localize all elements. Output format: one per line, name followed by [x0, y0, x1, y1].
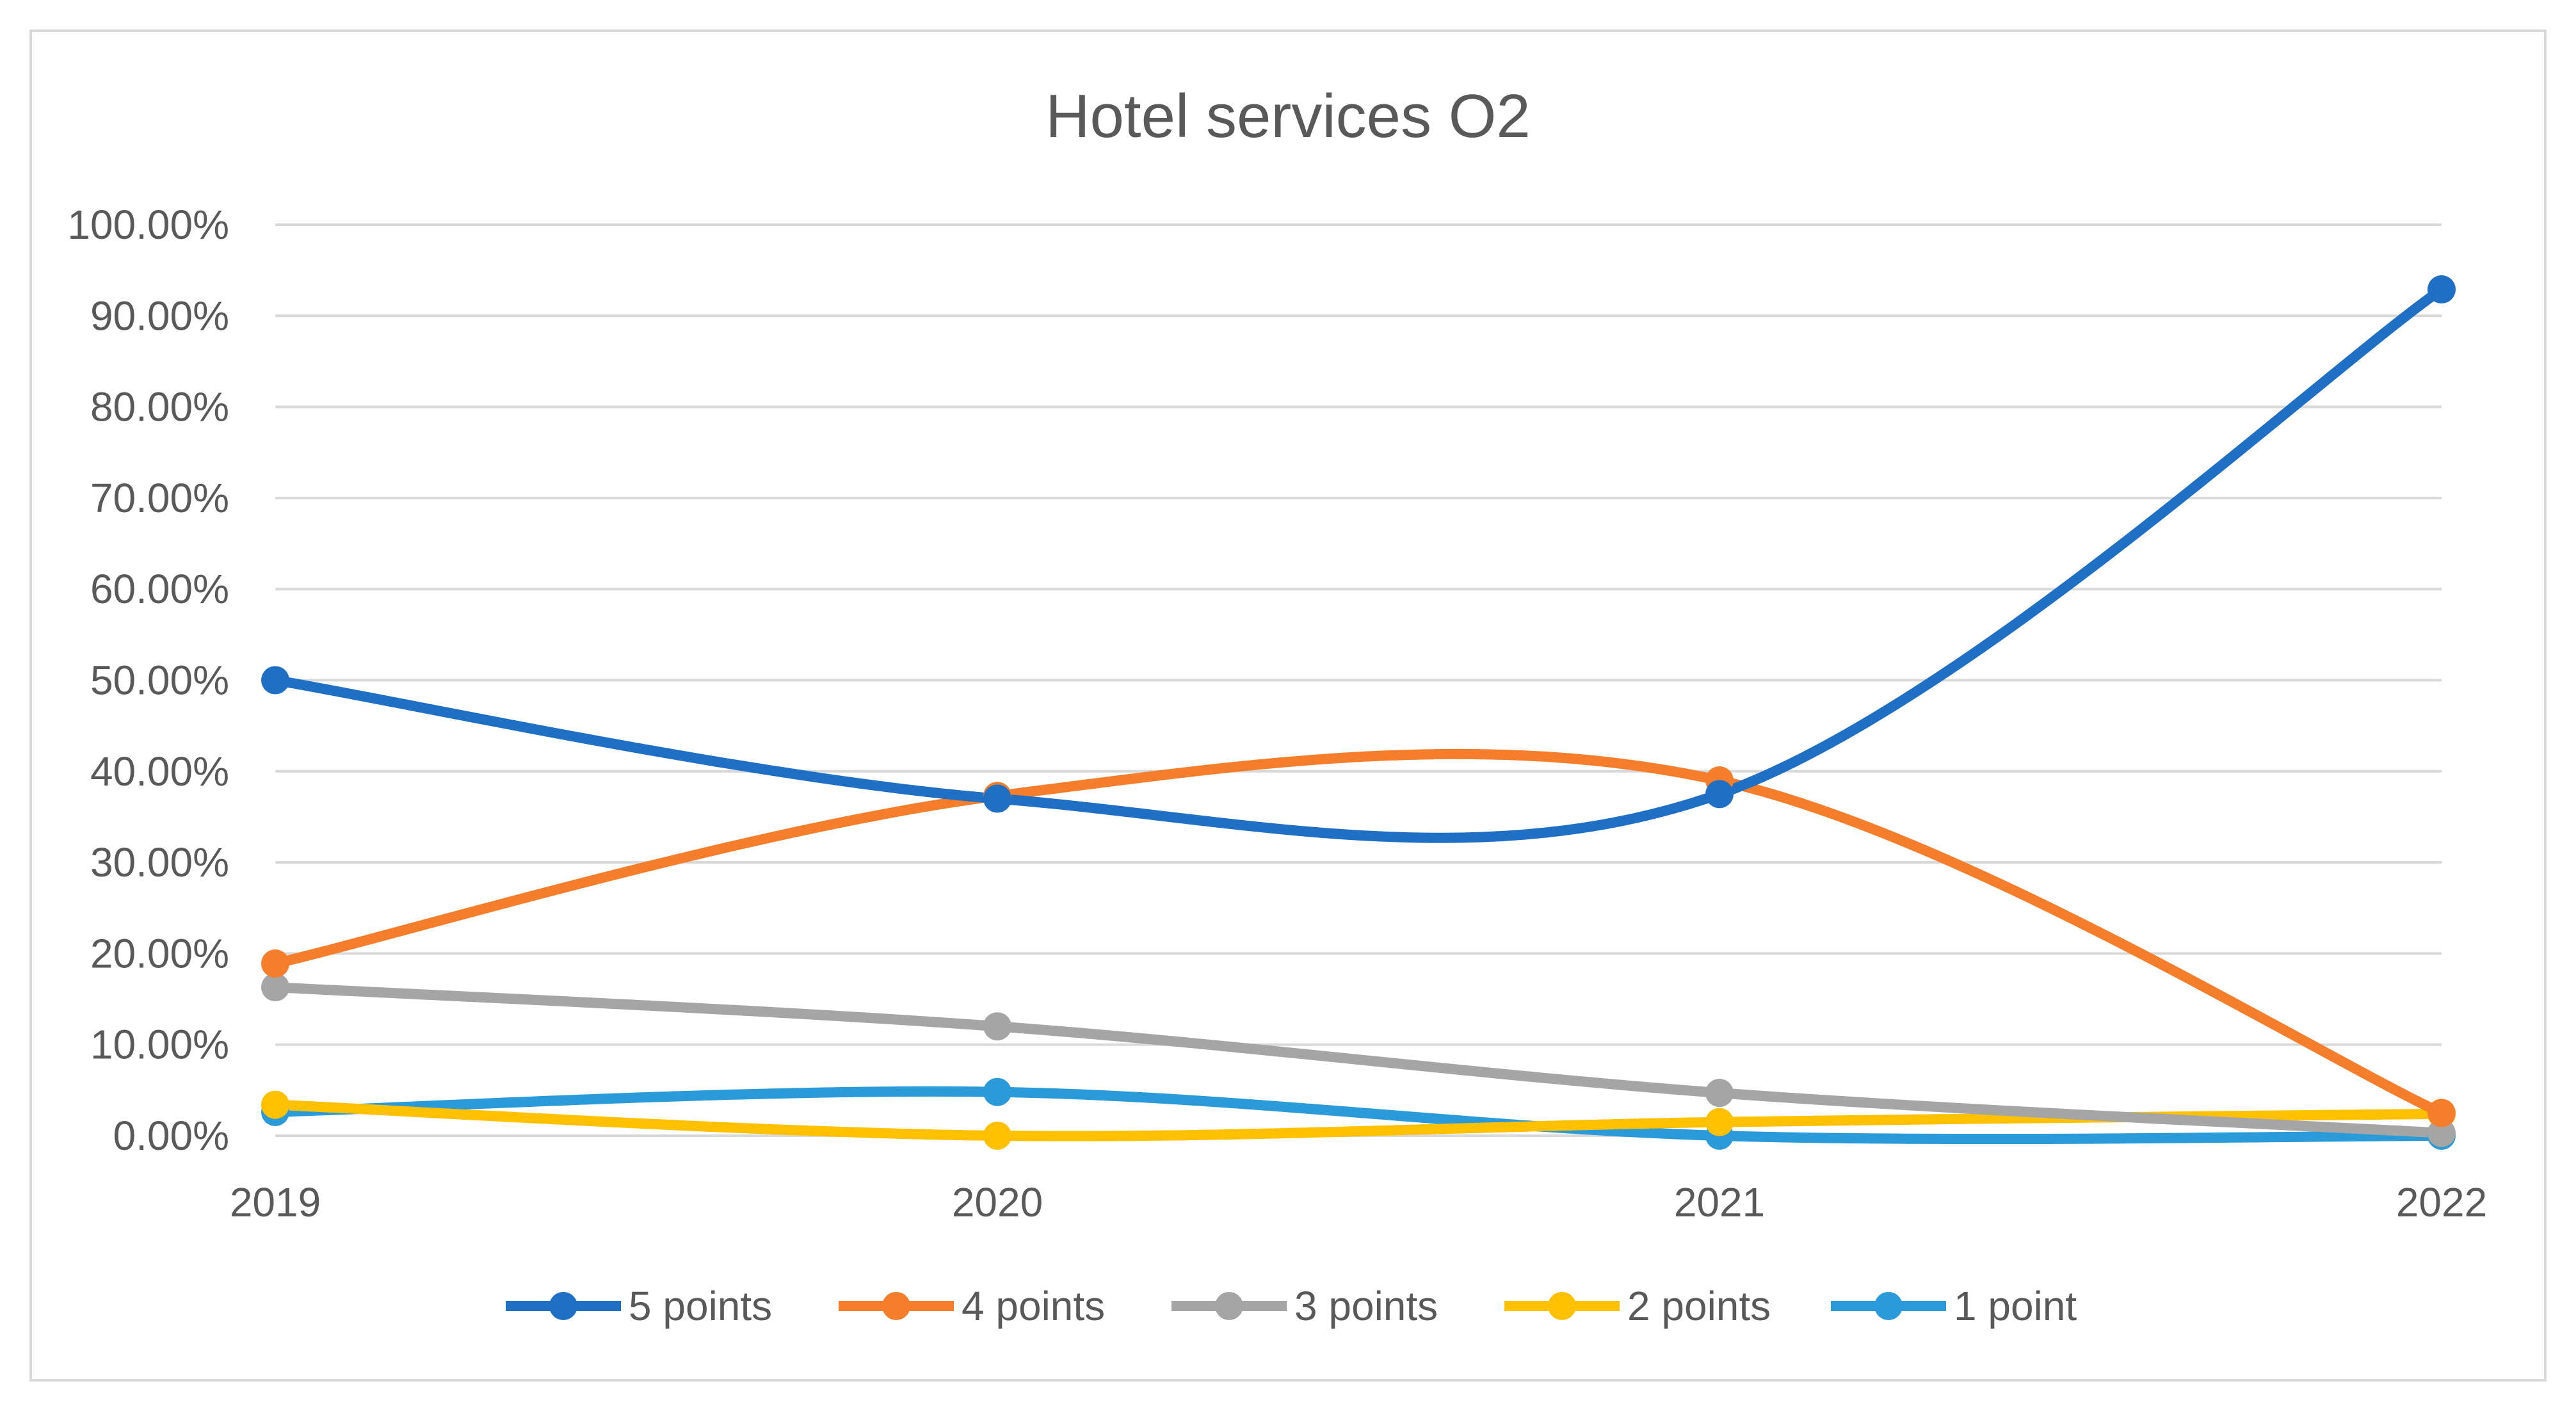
series-line-5-points [270, 284, 2447, 843]
legend-label: 4 points [962, 1283, 1105, 1329]
data-point-2-points [1705, 1108, 1734, 1136]
legend-label: 2 points [1627, 1283, 1771, 1329]
y-tick-label: 80.00% [90, 384, 229, 430]
series-lines [270, 284, 2447, 1145]
data-point-3-points [2427, 1118, 2456, 1147]
y-tick-label: 0.00% [113, 1113, 229, 1159]
data-point-5-points [983, 784, 1011, 813]
y-tick-label: 70.00% [90, 475, 229, 521]
x-tick-label: 2019 [230, 1179, 321, 1225]
series-line-4-points [270, 748, 2447, 1118]
chart-title: Hotel services O2 [1045, 82, 1531, 150]
y-tick-label: 40.00% [90, 748, 229, 794]
legend-item: 1 point [1831, 1283, 2077, 1329]
data-point-4-points [261, 949, 289, 978]
chart-frame [29, 29, 2547, 1382]
y-tick-label: 50.00% [90, 657, 229, 704]
legend-label: 1 point [1954, 1283, 2077, 1329]
series-points [261, 275, 2456, 1150]
data-point-3-points [261, 973, 289, 1002]
data-point-5-points [261, 666, 289, 695]
legend-swatch-marker [1874, 1292, 1903, 1320]
legend-swatch-marker [1548, 1292, 1576, 1320]
legend-item: 4 points [839, 1283, 1105, 1329]
data-point-2-points [261, 1090, 289, 1119]
data-point-5-points [1705, 780, 1734, 809]
y-tick-label: 100.00% [67, 202, 229, 248]
legend-item: 3 points [1171, 1283, 1438, 1329]
x-tick-label: 2022 [2396, 1179, 2487, 1225]
x-axis-ticks: 2019 2020 2021 2022 [230, 1179, 2487, 1225]
y-axis-ticks: 0.00% 10.00% 20.00% 30.00% 40.00% 50.00% 60.00… [67, 202, 229, 1159]
legend-swatch-marker [882, 1292, 910, 1320]
data-point-3-points [983, 1012, 1011, 1041]
x-tick-label: 2021 [1674, 1179, 1765, 1225]
legend-label: 3 points [1294, 1283, 1438, 1329]
y-tick-label: 60.00% [90, 566, 229, 612]
data-point-2-points [983, 1122, 1011, 1150]
data-point-3-points [1705, 1079, 1734, 1108]
series-line-3-points [270, 982, 2447, 1138]
legend-item: 5 points [506, 1283, 772, 1329]
legend-label: 5 points [629, 1283, 772, 1329]
series-line-1-point [270, 1086, 2447, 1145]
data-point-5-points [2427, 275, 2456, 304]
data-point-1-point [983, 1077, 1011, 1106]
y-tick-label: 30.00% [90, 839, 229, 885]
legend-swatch-marker [1215, 1292, 1243, 1320]
y-tick-label: 90.00% [90, 293, 229, 339]
legend-swatch-marker [549, 1292, 577, 1320]
y-tick-label: 10.00% [90, 1022, 229, 1068]
legend-item: 2 points [1504, 1283, 1771, 1329]
y-tick-label: 20.00% [90, 930, 229, 976]
x-tick-label: 2020 [952, 1179, 1043, 1225]
data-point-4-points [2427, 1099, 2456, 1127]
legend: 5 points 4 points 3 points 2 points 1 point [506, 1283, 2077, 1329]
